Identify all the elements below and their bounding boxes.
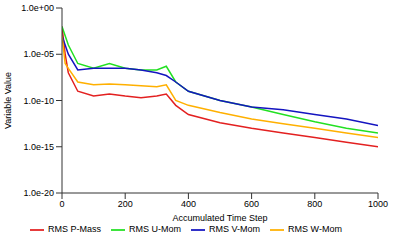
svg-text:1.0e-20: 1.0e-20 <box>23 188 54 198</box>
html-text:RMS U-Mom: RMS U-Mom <box>129 224 182 235</box>
svg-text:400: 400 <box>181 199 196 209</box>
svg-text:0: 0 <box>59 199 64 209</box>
html-text:RMS W-Mom: RMS W-Mom <box>288 224 342 235</box>
svg-text:Variable Value: Variable Value <box>8 72 13 129</box>
svg-text:Accumulated Time Step: Accumulated Time Step <box>172 213 267 223</box>
svg-text:1.0e-05: 1.0e-05 <box>23 49 54 59</box>
svg-text:200: 200 <box>118 199 133 209</box>
html-text:RMS V-Mom: RMS V-Mom <box>209 224 261 235</box>
svg-text:1000: 1000 <box>368 199 388 209</box>
svg-text:1.0e-10: 1.0e-10 <box>23 96 54 106</box>
svg-text:600: 600 <box>244 199 259 209</box>
svg-text:1.0e-15: 1.0e-15 <box>23 142 54 152</box>
svg-text:800: 800 <box>307 199 322 209</box>
svg-text:1.0e+00: 1.0e+00 <box>21 3 54 13</box>
html-text:RMS P-Mass: RMS P-Mass <box>48 224 102 235</box>
